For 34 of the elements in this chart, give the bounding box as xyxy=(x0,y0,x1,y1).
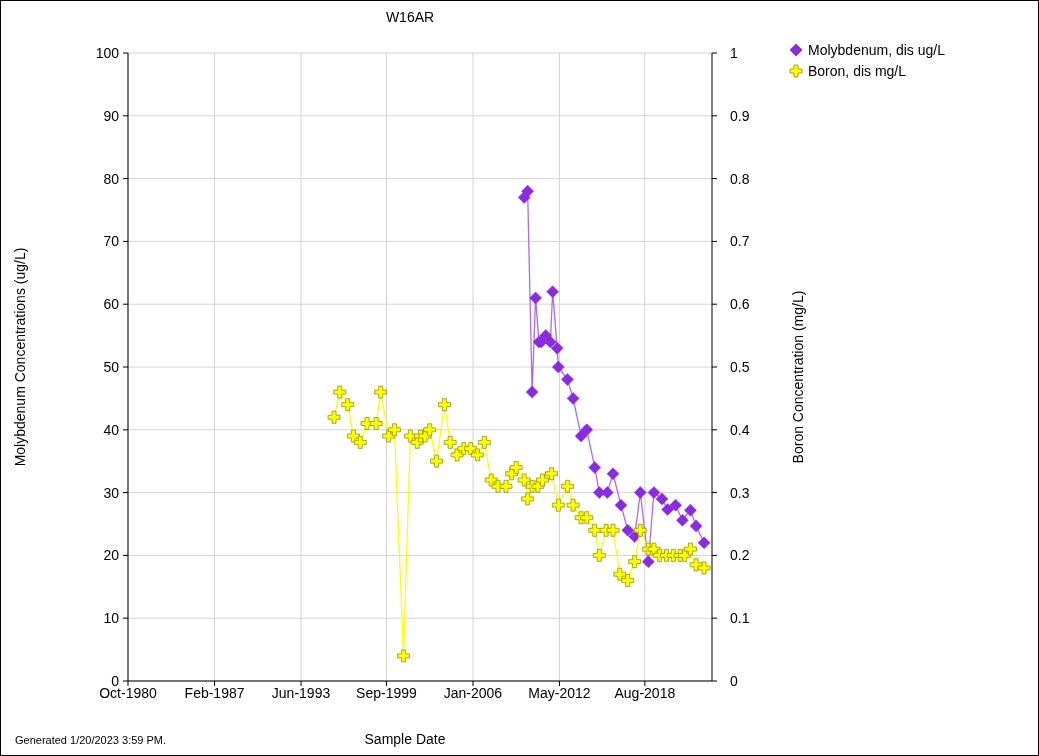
x-tick-label: Aug-2018 xyxy=(614,685,676,701)
x-tick-label: Feb-1987 xyxy=(184,685,245,701)
y2-axis-title: Boron Concentration (mg/L) xyxy=(790,290,806,464)
legend-label: Molybdenum, dis ug/L xyxy=(808,42,946,58)
y-tick-label: 60 xyxy=(103,296,120,313)
chart-title: W16AR xyxy=(385,9,435,25)
y-tick-label: 10 xyxy=(103,610,120,627)
y-tick-label: 80 xyxy=(103,170,120,187)
y-tick-label: 70 xyxy=(103,233,120,250)
text: Generated 1/20/2023 3:59 PM. xyxy=(15,734,167,746)
y-tick-label: 90 xyxy=(103,107,120,124)
x-tick-label: Jun-1993 xyxy=(271,685,331,701)
y-tick-label: 30 xyxy=(103,484,120,501)
y2-tick-label: 0.7 xyxy=(730,233,750,250)
y2-tick-label: 0.8 xyxy=(730,170,750,187)
y2-tick-label: 0.4 xyxy=(730,421,750,438)
y2-tick-label: 0.6 xyxy=(730,296,750,313)
y2-tick-label: 1 xyxy=(730,45,738,61)
y-axis-title: Molybdenum Concentrations (ug/L) xyxy=(12,247,28,467)
x-tick-label: May-2012 xyxy=(528,685,591,701)
y-tick-label: 50 xyxy=(103,359,120,375)
y2-tick-label: 0.3 xyxy=(730,484,750,501)
y-tick-label: 40 xyxy=(103,421,120,438)
y2-tick-label: 0.9 xyxy=(730,107,750,124)
y2-tick-label: 0.1 xyxy=(730,610,750,627)
y-tick-label: 100 xyxy=(95,45,120,61)
x-axis-title: Sample Date xyxy=(364,731,446,747)
y2-tick-label: 0.5 xyxy=(730,359,750,375)
legend-label: Boron, dis mg/L xyxy=(808,63,907,79)
y-tick-label: 20 xyxy=(103,547,120,564)
y2-tick-label: 0.2 xyxy=(730,547,750,564)
y2-tick-label: 0 xyxy=(730,673,738,689)
x-tick-label: Sep-1999 xyxy=(356,685,417,701)
x-tick-label: Jan-2006 xyxy=(443,685,503,701)
